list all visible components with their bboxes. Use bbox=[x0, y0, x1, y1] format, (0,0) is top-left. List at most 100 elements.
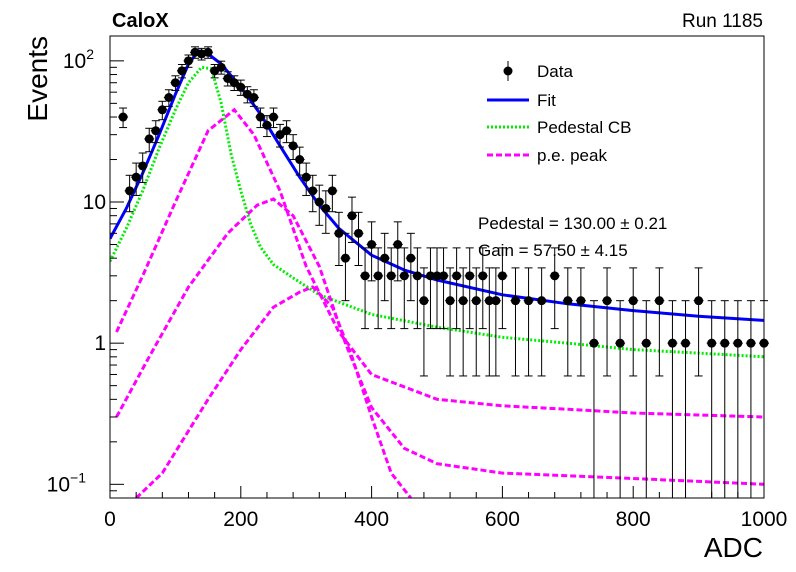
data-point bbox=[628, 296, 638, 306]
legend-label-data: Data bbox=[537, 62, 573, 81]
data-point bbox=[439, 271, 449, 281]
y-tick-exponent: 2 bbox=[86, 46, 94, 62]
x-tick-label: 600 bbox=[485, 508, 520, 531]
data-point bbox=[334, 228, 344, 238]
y-tick-label: 10−1 bbox=[47, 469, 87, 496]
legend-symbol-data bbox=[503, 61, 513, 81]
data-point bbox=[576, 296, 586, 306]
data-point bbox=[425, 271, 435, 281]
plot-frame bbox=[109, 35, 765, 499]
gain-result: Gain = 57.50 ± 4.15 bbox=[478, 241, 628, 260]
data-point bbox=[445, 296, 455, 306]
x-tick-label: 1000 bbox=[741, 508, 788, 531]
data-point bbox=[131, 172, 141, 182]
experiment-label: CaloX bbox=[112, 10, 169, 32]
data-point bbox=[229, 78, 239, 88]
legend-label-pe-peak: p.e. peak bbox=[537, 146, 607, 165]
data-point bbox=[373, 271, 383, 281]
data-point bbox=[249, 93, 259, 103]
data-point bbox=[262, 120, 272, 130]
data-point bbox=[255, 112, 265, 122]
data-point bbox=[157, 105, 167, 115]
data-point bbox=[510, 296, 520, 306]
x-tick-label: 400 bbox=[354, 508, 389, 531]
data-point bbox=[144, 134, 154, 144]
data-point bbox=[733, 338, 743, 348]
data-point bbox=[471, 296, 481, 306]
data-point bbox=[354, 228, 364, 238]
data-point bbox=[170, 78, 180, 88]
series-pedestal-cb-line bbox=[110, 65, 764, 359]
data-point bbox=[138, 161, 148, 171]
data-point bbox=[275, 130, 285, 140]
data-point bbox=[327, 186, 337, 196]
data-point bbox=[151, 126, 161, 136]
data-point bbox=[164, 93, 174, 103]
legend-marker bbox=[503, 66, 513, 76]
data-point bbox=[419, 296, 429, 306]
data-point bbox=[223, 73, 233, 83]
pedestal-result: Pedestal = 130.00 ± 0.21 bbox=[478, 214, 667, 233]
data-point bbox=[288, 141, 298, 151]
y-axis-title: Events bbox=[22, 36, 53, 122]
series-p-e-peak-1-line bbox=[115, 107, 764, 419]
data-point bbox=[380, 253, 390, 263]
data-point bbox=[301, 172, 311, 182]
data-point bbox=[550, 271, 560, 281]
data-point bbox=[563, 296, 573, 306]
y-tick-exponent: −1 bbox=[70, 469, 86, 485]
data-point bbox=[478, 271, 488, 281]
data-point bbox=[340, 253, 350, 263]
data-point bbox=[707, 338, 717, 348]
legend-label-pedestal: Pedestal CB bbox=[537, 118, 632, 137]
data-point bbox=[399, 271, 409, 281]
legend-label-fit: Fit bbox=[537, 91, 556, 110]
data-point bbox=[386, 271, 396, 281]
x-tick-label: 200 bbox=[223, 508, 258, 531]
data-point bbox=[125, 186, 135, 196]
data-point bbox=[681, 338, 691, 348]
data-point bbox=[524, 296, 534, 306]
data-point bbox=[177, 66, 187, 76]
data-point bbox=[452, 271, 462, 281]
run-label: Run 1185 bbox=[682, 11, 763, 32]
y-tick-label: 1 bbox=[94, 332, 106, 355]
data-point bbox=[667, 338, 677, 348]
data-point bbox=[654, 296, 664, 306]
y-tick-label: 10 bbox=[83, 191, 106, 214]
data-point bbox=[537, 296, 547, 306]
data-point bbox=[295, 155, 305, 165]
x-axis-title: ADC bbox=[704, 532, 763, 563]
data-point bbox=[406, 253, 416, 263]
data-point bbox=[432, 271, 442, 281]
data-point bbox=[203, 47, 213, 57]
data-point bbox=[491, 296, 501, 306]
data-point bbox=[367, 240, 377, 250]
data-point bbox=[321, 203, 331, 213]
data-points bbox=[118, 46, 769, 498]
data-point bbox=[118, 112, 128, 122]
data-point bbox=[694, 296, 704, 306]
series-p-e-peak-2-line bbox=[115, 197, 764, 486]
data-point bbox=[347, 211, 357, 221]
data-point bbox=[465, 271, 475, 281]
data-point bbox=[282, 126, 292, 136]
data-point bbox=[602, 296, 612, 306]
data-point bbox=[497, 271, 507, 281]
data-point bbox=[216, 62, 226, 72]
data-point bbox=[269, 112, 278, 122]
x-tick-label: 800 bbox=[616, 508, 651, 531]
data-point bbox=[720, 338, 730, 348]
data-point bbox=[360, 271, 370, 281]
data-point bbox=[236, 82, 246, 92]
data-point bbox=[589, 338, 599, 348]
series-p-e-peak-3-line bbox=[135, 285, 412, 498]
data-point bbox=[746, 338, 756, 348]
data-point bbox=[641, 338, 651, 348]
data-point bbox=[183, 56, 193, 66]
data-point bbox=[484, 296, 494, 306]
data-point bbox=[458, 296, 468, 306]
data-point bbox=[393, 240, 403, 250]
